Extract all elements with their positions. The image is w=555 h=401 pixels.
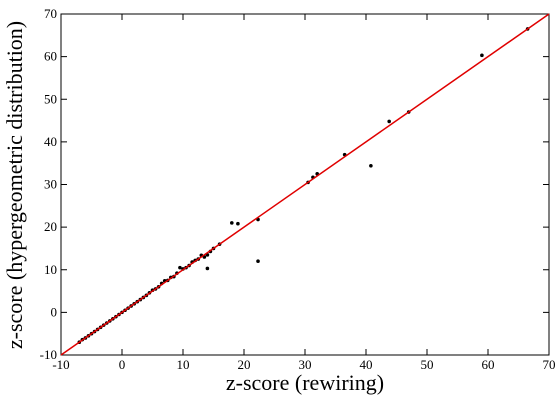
y-tick-label: 30 [44, 177, 57, 192]
x-tick-label: 60 [482, 357, 495, 372]
y-tick-label: 60 [44, 49, 57, 64]
x-tick-label: 50 [421, 357, 434, 372]
y-tick-label: 40 [44, 134, 57, 149]
data-point [387, 119, 391, 124]
y-tick-label: -10 [40, 347, 57, 362]
y-tick-label: 70 [44, 6, 57, 21]
x-tick-label: 30 [299, 357, 312, 372]
x-axis-label: z-score (rewiring) [226, 370, 384, 395]
reference-line [60, 13, 550, 356]
data-point [369, 163, 373, 168]
y-tick-label: 0 [51, 304, 58, 319]
data-point [230, 221, 234, 225]
y-tick-label: 50 [44, 91, 57, 106]
y-tick-label: 10 [44, 262, 57, 277]
x-tick-label: 40 [360, 357, 373, 372]
data-point [236, 221, 240, 226]
data-point [178, 265, 182, 270]
y-tick-label: 20 [44, 219, 57, 234]
x-tick-label: -10 [52, 357, 69, 372]
x-tick-label: 0 [119, 357, 126, 372]
x-tick-label: 10 [177, 357, 190, 372]
data-point [205, 266, 210, 271]
y-axis-label: z-score (hypergeometric distribution) [2, 21, 27, 349]
x-tick-label: 70 [543, 357, 555, 372]
data-point [256, 259, 260, 264]
data-point [480, 53, 484, 58]
x-tick-label: 20 [238, 357, 251, 372]
